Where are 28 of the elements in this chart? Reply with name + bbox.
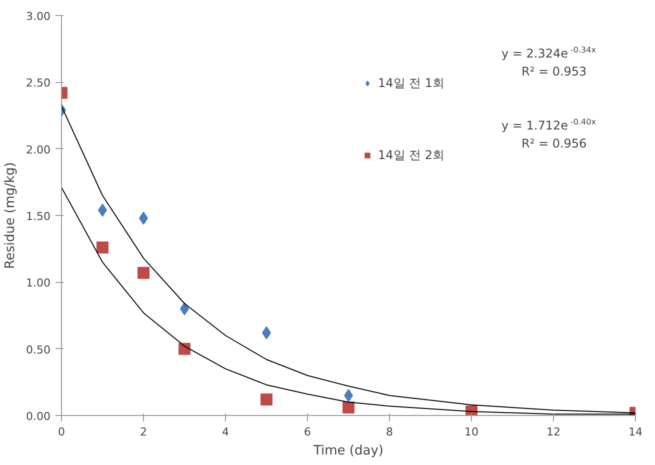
point xyxy=(138,266,150,279)
y-tick-label: 3.00 xyxy=(26,10,51,23)
legend-label: 14일 전 2회 xyxy=(378,146,445,164)
y-tick-label: 0.50 xyxy=(26,343,51,356)
y-tick-label: 1.50 xyxy=(26,210,51,223)
legend-label: 14일 전 1회 xyxy=(378,74,445,92)
y-axis-title: Residue (mg/kg) xyxy=(3,162,18,269)
annotation: R² = 0.956 xyxy=(522,136,587,150)
point xyxy=(178,342,190,355)
x-tick-label: 10 xyxy=(464,426,478,438)
point xyxy=(342,402,354,414)
x-tick-label: 0 xyxy=(58,426,65,438)
y-tick-label: 2.50 xyxy=(26,76,51,90)
annotation: R² = 0.953 xyxy=(522,64,587,78)
x-tick-label: 4 xyxy=(222,426,229,438)
y-tick-label: 2.00 xyxy=(26,143,51,156)
point xyxy=(96,242,108,254)
annotation: y = 2.324e-0.34x xyxy=(502,46,596,60)
x-axis-title: Time (day) xyxy=(312,444,384,458)
point xyxy=(260,394,272,406)
y-tick-label: 0.00 xyxy=(26,410,51,423)
x-tick-label: 12 xyxy=(546,426,560,438)
x-tick-label: 8 xyxy=(386,426,393,438)
annotation: y = 1.712e-0.40x xyxy=(502,118,596,132)
x-tick-label: 6 xyxy=(304,426,311,438)
x-tick-label: 14 xyxy=(628,426,642,438)
x-tick-label: 2 xyxy=(140,426,147,438)
y-tick-label: 1.00 xyxy=(26,276,51,290)
